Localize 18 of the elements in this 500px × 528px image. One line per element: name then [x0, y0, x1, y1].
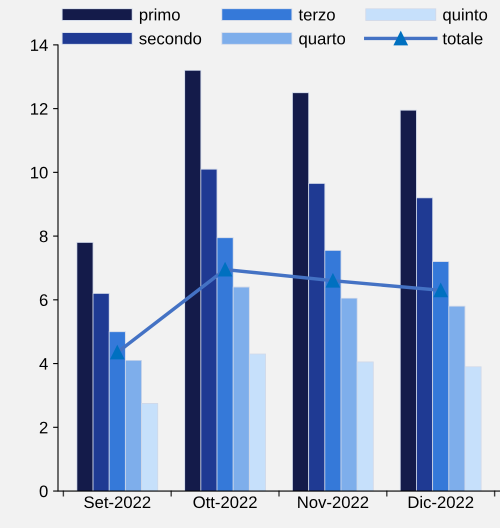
- x-tick-label: Nov-2022: [298, 496, 368, 508]
- legend-label: primo: [140, 8, 180, 24]
- y-tick-label: 8: [40, 230, 48, 242]
- x-tick-label: Ott-2022: [193, 496, 257, 508]
- y-tick-label: 0: [40, 485, 48, 498]
- x-tick-label: Set-2022: [84, 496, 150, 508]
- x-tick-label: Dic-2022: [408, 496, 474, 508]
- y-tick-label: 12: [31, 103, 48, 115]
- y-tick-label: 10: [31, 166, 48, 179]
- y-tick-label: 14: [31, 39, 48, 51]
- legend-label: totale: [442, 32, 482, 44]
- legend-label: quinto: [443, 8, 488, 24]
- legend-label: quarto: [299, 34, 346, 48]
- y-tick-label: 4: [39, 358, 48, 370]
- y-tick-label: 2: [40, 422, 48, 434]
- y-tick-label: 6: [40, 294, 48, 306]
- legend-label: terzo: [298, 10, 335, 21]
- legend-label: secondo: [139, 32, 202, 44]
